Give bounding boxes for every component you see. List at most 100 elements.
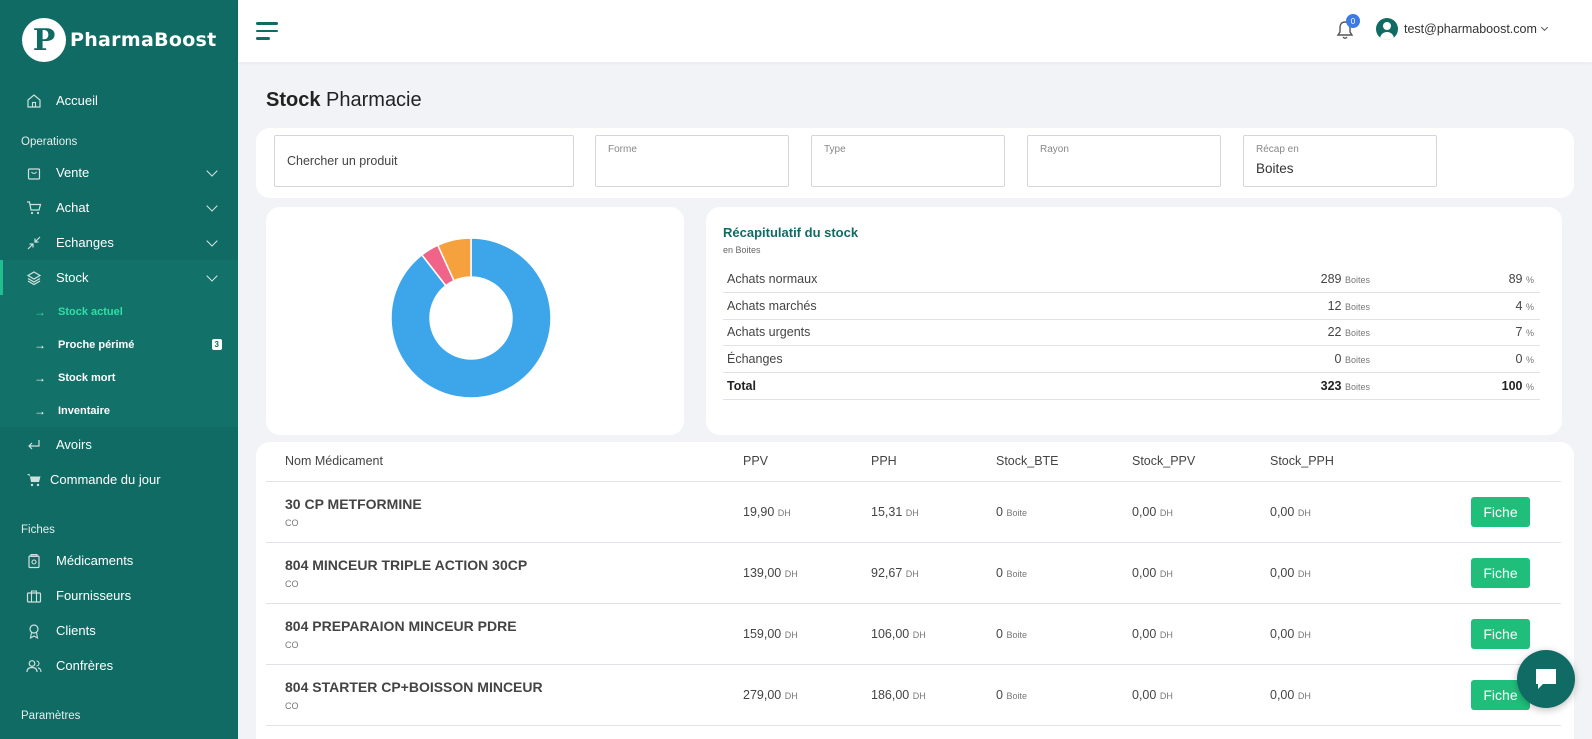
recap-percent-number: 0 [1515,352,1523,367]
recap-select[interactable]: Récap en Boites [1243,135,1437,187]
pph-cell: 15,31 DH [871,505,919,519]
stock-unit: Boite [1006,569,1027,579]
return-arrow-icon [24,435,44,455]
pph-cell: 92,67 DH [871,566,919,580]
percent-unit: % [1525,355,1534,366]
arrow-right-icon: → [34,403,46,418]
sidebar-subitem-stock-actuel[interactable]: → Stock actuel [0,295,238,328]
forme-select[interactable]: Forme [595,135,789,187]
table-row: 804 PREPARAION MINCEUR PDRE CO 159,00 DH… [266,604,1561,665]
arrow-right-icon: → [34,337,46,352]
sidebar-item-vente[interactable]: Vente [0,155,238,190]
exchange-arrows-icon [24,233,44,253]
sidebar-item-label: Confrères [56,658,114,673]
pph-value: 15,31 [871,505,903,519]
currency-unit: DH [1297,691,1311,701]
fiche-button[interactable]: Fiche [1471,558,1530,588]
sidebar-item-commande-du-jour[interactable]: Commande du jour [0,462,238,497]
sidebar-item-fournisseurs[interactable]: Fournisseurs [0,578,238,613]
sidebar-item-stock[interactable]: Stock [0,260,238,295]
rayon-select[interactable]: Rayon [1027,135,1221,187]
sidebar-item-confreres[interactable]: Confrères [0,648,238,683]
sidebar-item-label: Echanges [56,235,114,250]
sidebar-subitem-stock-mort[interactable]: → Stock mort [0,361,238,394]
count-badge: 3 [211,339,222,350]
unit-label: Boites [1344,274,1370,285]
column-header-pph[interactable]: PPH [871,454,897,468]
stock-unit: Boite [1006,508,1027,518]
fiche-button[interactable]: Fiche [1471,619,1530,649]
column-header-name[interactable]: Nom Médicament [285,454,383,468]
chevron-down-icon [206,165,218,177]
column-header-stock-ppv[interactable]: Stock_PPV [1132,454,1196,468]
sidebar-subitem-proche-perime[interactable]: → Proche périmé 3 [0,328,238,361]
search-input[interactable]: Chercher un produit [274,135,574,187]
page-title-bold: Stock [266,89,321,111]
sidebar-item-accueil[interactable]: Accueil [0,83,238,118]
stock-bte-value: 0 [996,505,1003,519]
percent-unit: % [1525,382,1534,393]
field-label: Forme [608,144,637,155]
recap-percent: 0 % [1516,352,1534,366]
recap-percent-number: 100 [1501,379,1523,394]
user-menu[interactable]: test@pharmaboost.com [1376,18,1548,40]
sidebar: P PharmaBoost Accueil Operations Vente A… [0,0,238,739]
stock-ppv-value: 0,00 [1132,566,1157,580]
table-row: 30 CP METFORMINE CO 19,90 DH 15,31 DH 0 … [266,482,1561,543]
sidebar-item-label: Vente [56,165,90,180]
arrow-right-icon: → [34,304,46,319]
recap-value-number: 323 [1320,379,1342,394]
type-select[interactable]: Type [811,135,1005,187]
stock-pph-value: 0,00 [1270,627,1295,641]
menu-toggle-icon[interactable] [256,22,278,45]
sidebar-subitem-inventaire[interactable]: → Inventaire [0,394,238,427]
recap-subtitle: en Boites [723,245,761,255]
unit-label: Boites [1344,382,1370,393]
section-parametres: Paramètres [21,710,81,722]
recap-percent: 4 % [1516,299,1534,313]
sidebar-subitem-label: Proche périmé [58,338,135,351]
recap-value: 22 Boites [1328,325,1370,339]
briefcase-icon [24,586,44,606]
field-label: Type [824,144,846,155]
ppv-cell: 139,00 DH [743,566,798,580]
stock-ppv-cell: 0,00 DH [1132,566,1173,580]
cart-icon [24,198,44,218]
stock-ppv-value: 0,00 [1132,627,1157,641]
column-header-stock-bte[interactable]: Stock_BTE [996,454,1059,468]
unit-label: Boites [1344,301,1370,312]
sidebar-item-achat[interactable]: Achat [0,190,238,225]
recap-value-number: 289 [1320,271,1342,286]
sidebar-item-label: Avoirs [56,437,92,452]
chevron-down-icon [206,270,218,282]
fiche-button[interactable]: Fiche [1471,497,1530,527]
column-header-ppv[interactable]: PPV [743,454,769,468]
stock-bte-value: 0 [996,566,1003,580]
pph-value: 186,00 [871,688,910,702]
donut-slice-achats-normaux[interactable] [390,237,552,399]
recap-label: Achats marchés [727,298,817,313]
sidebar-item-label: Commande du jour [50,472,161,487]
donut-slice-achats-urgents[interactable] [436,237,472,282]
recap-row: Échanges 0 Boites 0 % [723,346,1540,374]
sidebar-item-medicaments[interactable]: Médicaments [0,543,238,578]
chat-button[interactable] [1517,650,1575,708]
stock-bte-cell: 0 Boite [996,688,1027,702]
sidebar-item-avoirs[interactable]: Avoirs [0,427,238,462]
brand-logo[interactable]: P PharmaBoost [0,0,238,80]
currency-unit: DH [1159,569,1173,579]
medicament-sub: CO [285,518,299,528]
user-email: test@pharmaboost.com [1404,22,1537,36]
logo-text-b: Boost [154,29,217,51]
page-title-rest: Pharmacie [326,89,422,111]
sidebar-item-clients[interactable]: Clients [0,613,238,648]
sidebar-item-label: Achat [56,200,90,215]
sidebar-subitem-label: Stock actuel [58,305,123,318]
ppv-cell: 279,00 DH [743,688,798,702]
stock-bte-value: 0 [996,627,1003,641]
currency-unit: DH [784,691,798,701]
stock-ppv-cell: 0,00 DH [1132,505,1173,519]
column-header-stock-pph[interactable]: Stock_PPH [1270,454,1334,468]
sidebar-item-echanges[interactable]: Echanges [0,225,238,260]
stock-bte-cell: 0 Boite [996,566,1027,580]
